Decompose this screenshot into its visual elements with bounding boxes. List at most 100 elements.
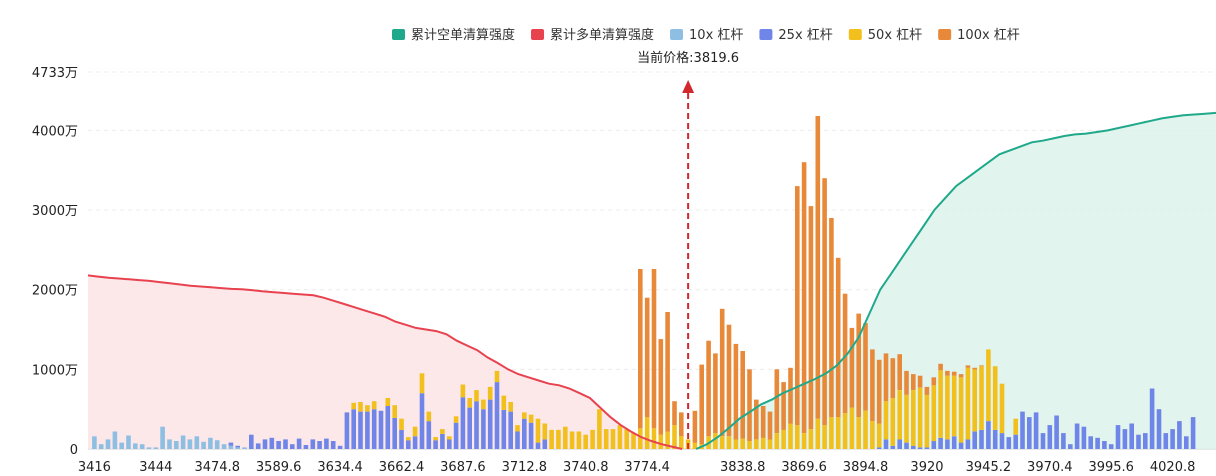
x-tick-label: 3945.2: [966, 460, 1012, 475]
bar-lev50: [917, 387, 923, 448]
legend-item-lev25[interactable]: 25x 杠杆: [759, 27, 833, 43]
bar-lev100: [890, 358, 896, 398]
bar-lev10: [221, 444, 227, 449]
bar-lev50: [754, 439, 759, 449]
y-axis: 0 1000万 2000万 3000万 4000万 4733万: [32, 66, 78, 458]
x-tick-label: 3920: [910, 460, 943, 475]
bar-lev25: [337, 445, 343, 449]
x-tick-label: 3774.4: [624, 460, 670, 475]
bar-lev25: [501, 410, 507, 449]
bar-lev50: [624, 429, 629, 449]
bar-lev50: [958, 377, 964, 443]
bar-lev100: [672, 401, 677, 426]
legend-item-short_cum[interactable]: 累计空单清算强度: [392, 27, 515, 43]
bar-lev25: [481, 409, 486, 449]
bar-lev25: [972, 431, 977, 449]
bar-lev25: [467, 407, 472, 449]
legend[interactable]: 累计空单清算强度 累计多单清算强度 10x 杠杆 25x 杠杆 50x 杠杆 100x 杠…: [392, 27, 1020, 43]
bar-lev25: [1102, 441, 1107, 449]
bar-lev50: [870, 421, 875, 449]
short-cum-line: [695, 111, 1216, 450]
bar-lev100: [644, 297, 650, 418]
bar-lev50: [924, 394, 930, 448]
bar-lev50: [522, 412, 527, 419]
bar-lev100: [754, 399, 759, 440]
bar-lev100: [856, 313, 861, 418]
x-tick-label: 3589.6: [256, 460, 302, 475]
bar-lev100: [788, 367, 793, 424]
bar-lev50: [733, 439, 739, 449]
bar-lev100: [876, 359, 882, 424]
legend-item-lev10[interactable]: 10x 杠杆: [670, 27, 743, 43]
bar-lev10: [187, 439, 193, 449]
bar-lev10: [167, 439, 172, 449]
bar-lev25: [508, 411, 513, 449]
x-tick-label: 3444: [139, 460, 172, 475]
bar-lev25: [1177, 421, 1182, 449]
bar-lev50: [583, 434, 588, 449]
curves-layer: [87, 111, 1216, 450]
x-tick-label: 3712.8: [502, 460, 548, 475]
bar-lev50: [365, 405, 370, 412]
bar-lev50: [945, 375, 950, 440]
x-tick-label: 3995.6: [1088, 460, 1134, 475]
bar-lev50: [508, 402, 513, 412]
bar-lev100: [979, 365, 984, 367]
legend-swatch: [759, 29, 773, 40]
bar-lev25: [290, 444, 295, 449]
bar-lev100: [733, 343, 739, 440]
y-tick-label: 4000万: [32, 124, 78, 139]
bar-lev50: [658, 434, 664, 449]
x-tick-label: 3970.4: [1027, 460, 1073, 475]
bar-lev50: [849, 407, 855, 449]
bar-lev10: [119, 442, 124, 449]
bar-lev50: [815, 418, 821, 449]
bar-lev25: [392, 417, 397, 449]
bar-lev50: [672, 425, 677, 449]
bar-lev100: [842, 293, 848, 414]
bar-lev25: [1122, 429, 1128, 449]
bar-lev25: [1163, 433, 1169, 449]
x-tick-label: 3662.4: [379, 460, 425, 475]
bar-lev25: [542, 439, 548, 449]
bar-lev25: [1054, 415, 1059, 449]
bar-lev10: [105, 439, 111, 449]
legend-label: 累计多单清算强度: [550, 27, 654, 43]
bar-lev100: [692, 410, 698, 443]
bar-lev50: [563, 426, 568, 449]
bar-lev25: [515, 431, 520, 449]
bar-lev25: [890, 445, 896, 449]
legend-item-lev50[interactable]: 50x 杠杆: [848, 27, 922, 43]
bar-lev50: [494, 370, 500, 383]
bar-lev25: [958, 442, 964, 449]
short-cum-area: [696, 112, 1216, 450]
bar-lev25: [1047, 425, 1053, 449]
bar-lev50: [576, 431, 582, 449]
bar-lev25: [447, 439, 452, 449]
bar-lev100: [917, 375, 923, 388]
bar-lev50: [856, 417, 861, 449]
x-axis: 3416 3444 3474.8 3589.6 3634.4 3662.4 3687.6 37…: [78, 460, 1196, 475]
bar-lev100: [951, 371, 957, 376]
bar-lev50: [726, 436, 732, 449]
y-tick-label: 3000万: [32, 204, 78, 219]
bar-lev50: [433, 437, 438, 441]
bar-lev100: [883, 353, 889, 402]
bar-lev50: [426, 411, 432, 422]
x-tick-label: 3838.8: [720, 460, 766, 475]
bar-lev25: [310, 439, 316, 449]
bar-lev10: [160, 426, 165, 449]
legend-item-long_cum[interactable]: 累计多单清算强度: [531, 27, 654, 43]
bar-lev100: [972, 367, 977, 370]
legend-item-lev100[interactable]: 100x 杠杆: [938, 27, 1020, 43]
bar-lev50: [460, 384, 466, 398]
bar-lev25: [324, 438, 329, 449]
bar-lev25: [1088, 436, 1093, 449]
x-tick-label: 3634.4: [317, 460, 363, 475]
bar-lev50: [986, 349, 991, 422]
bar-lev25: [528, 422, 534, 449]
bar-lev50: [419, 373, 425, 394]
bar-lev10: [235, 447, 240, 449]
bar-lev25: [535, 442, 541, 449]
bar-lev100: [795, 186, 800, 426]
